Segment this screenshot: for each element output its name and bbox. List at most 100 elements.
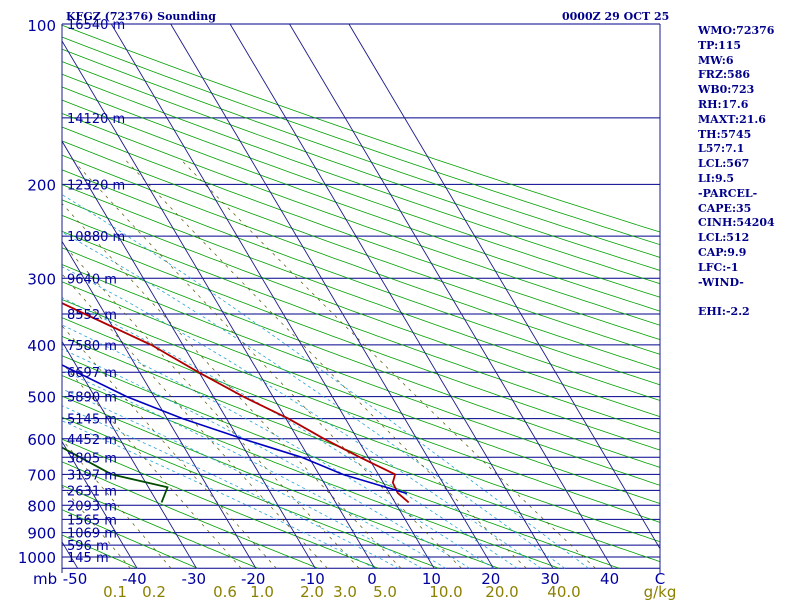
pressure-tick-label: 200 <box>27 176 56 194</box>
mixing-ratio-label: 2.0 <box>300 583 324 600</box>
pressure-tick-label: 300 <box>27 270 56 288</box>
dry-adiabat-line <box>62 317 660 543</box>
skewed-isotherm-lines <box>62 24 660 569</box>
dry-adiabat-line <box>62 247 660 468</box>
chart-title: KFGZ (72376) Sounding <box>66 10 216 23</box>
dry-adiabat-line <box>62 140 660 355</box>
dry-adiabat-line <box>62 113 660 326</box>
index-line: CINH:54204 <box>698 216 775 230</box>
height-label: 16540 m <box>67 18 125 33</box>
mixing-ratio-line <box>62 242 360 569</box>
sounding-profiles <box>62 302 410 504</box>
mixing-ratio-line <box>125 159 527 569</box>
dry-adiabat-line <box>62 461 319 569</box>
temperature-tick-label: 20 <box>481 570 500 588</box>
mixing-ratio-line <box>62 202 402 569</box>
moist-adiabat-line <box>62 194 589 569</box>
dry-adiabat-line <box>62 48 660 258</box>
mixing-ratio-label: 3.0 <box>333 583 357 600</box>
mixing-ratio-line <box>72 159 462 569</box>
index-line: MW:6 <box>698 53 734 67</box>
index-line: LI:9.5 <box>698 171 735 185</box>
dry-adiabat-line <box>62 99 660 312</box>
index-line: TH:5745 <box>698 127 752 141</box>
dry-adiabat-line <box>62 375 560 569</box>
height-label: 9640 m <box>67 272 117 287</box>
index-line: EHI:-2.2 <box>698 305 750 319</box>
mixing-ratio-label: 5.0 <box>373 583 397 600</box>
dry-adiabat-line <box>62 61 660 271</box>
isotherm-line <box>62 40 376 569</box>
dry-adiabat-line <box>62 438 379 569</box>
dry-adiabat-line <box>62 36 660 246</box>
index-line: RH:17.6 <box>698 97 749 111</box>
dry-adiabat-line <box>62 509 198 569</box>
index-line: MAXT:21.6 <box>698 112 766 126</box>
dry-adiabat-line <box>62 281 660 504</box>
pressure-tick-label: 600 <box>27 431 56 449</box>
index-line: CAP:9.9 <box>698 245 747 259</box>
index-line: LCL:512 <box>698 231 750 245</box>
dry-adiabat-line <box>62 484 259 569</box>
height-label: 14120 m <box>67 112 125 127</box>
isotherm-line <box>348 24 660 550</box>
moist-adiabat-lines <box>62 194 589 569</box>
index-line: -WIND- <box>698 275 744 289</box>
moist-adiabat-line <box>62 266 542 569</box>
dry-adiabat-line <box>62 184 660 401</box>
height-label: 3805 m <box>67 451 117 466</box>
index-line <box>698 290 798 305</box>
mixing-ratio-label: 0.2 <box>142 583 166 600</box>
dry-adiabat-line <box>62 395 500 569</box>
moist-adiabat-line <box>62 405 399 569</box>
height-label: 4452 m <box>67 433 117 448</box>
mixing-ratio-label: 0.6 <box>213 583 237 600</box>
isotherm-line <box>229 24 554 569</box>
index-line: WMO:72376 <box>698 24 775 37</box>
pressure-tick-label: 100 <box>27 17 56 35</box>
temperature-tick-label: -20 <box>241 570 266 588</box>
pressure-tick-label: 400 <box>27 337 56 355</box>
moist-adiabat-line <box>62 297 518 569</box>
moist-adiabat-line <box>62 231 566 569</box>
temperature-tick-label: 0 <box>367 570 377 588</box>
pressure-tick-label: 700 <box>27 466 56 484</box>
pressure-tick-label: 1000 <box>18 549 56 567</box>
height-label: 7580 m <box>67 339 117 354</box>
mixing-ratio-line <box>181 159 596 569</box>
index-line: LCL:567 <box>698 157 750 171</box>
isotherm-line <box>289 24 613 569</box>
index-line: LFC:-1 <box>698 260 739 274</box>
isotherm-line <box>62 240 257 569</box>
temperature-tick-label: -10 <box>300 570 325 588</box>
height-label: 5890 m <box>67 391 117 406</box>
height-label: 6697 m <box>67 366 117 381</box>
temperature-unit-label: C <box>655 570 665 588</box>
height-label: 5145 m <box>67 413 117 428</box>
mixing-ratio-label: 40.0 <box>547 583 580 600</box>
isotherm-line <box>62 140 316 569</box>
height-label: 2631 m <box>67 484 117 499</box>
pressure-unit-label: mb <box>33 570 57 588</box>
isotherm-line <box>62 340 197 569</box>
dry-adiabat-line <box>62 214 660 434</box>
height-label: 145 m <box>67 551 109 566</box>
dry-adiabat-line <box>62 126 660 341</box>
isotherm-line <box>170 24 494 569</box>
index-line: TP:115 <box>698 38 742 52</box>
temperature-tick-label: 10 <box>422 570 441 588</box>
dry-adiabat-line <box>62 299 660 523</box>
index-line: WB0:723 <box>698 83 755 97</box>
mixing-ratio-lines <box>62 159 596 569</box>
temperature-tick-label: 30 <box>541 570 560 588</box>
height-label: 2093 m <box>67 499 117 514</box>
mixing-ratio-label: 1.0 <box>250 583 274 600</box>
mixing-ratio-line <box>62 439 172 569</box>
dry-adiabat-lines <box>62 24 660 569</box>
index-line: CAPE:35 <box>698 201 752 215</box>
temperature-profile <box>62 302 410 504</box>
height-label: 8552 m <box>67 308 117 323</box>
